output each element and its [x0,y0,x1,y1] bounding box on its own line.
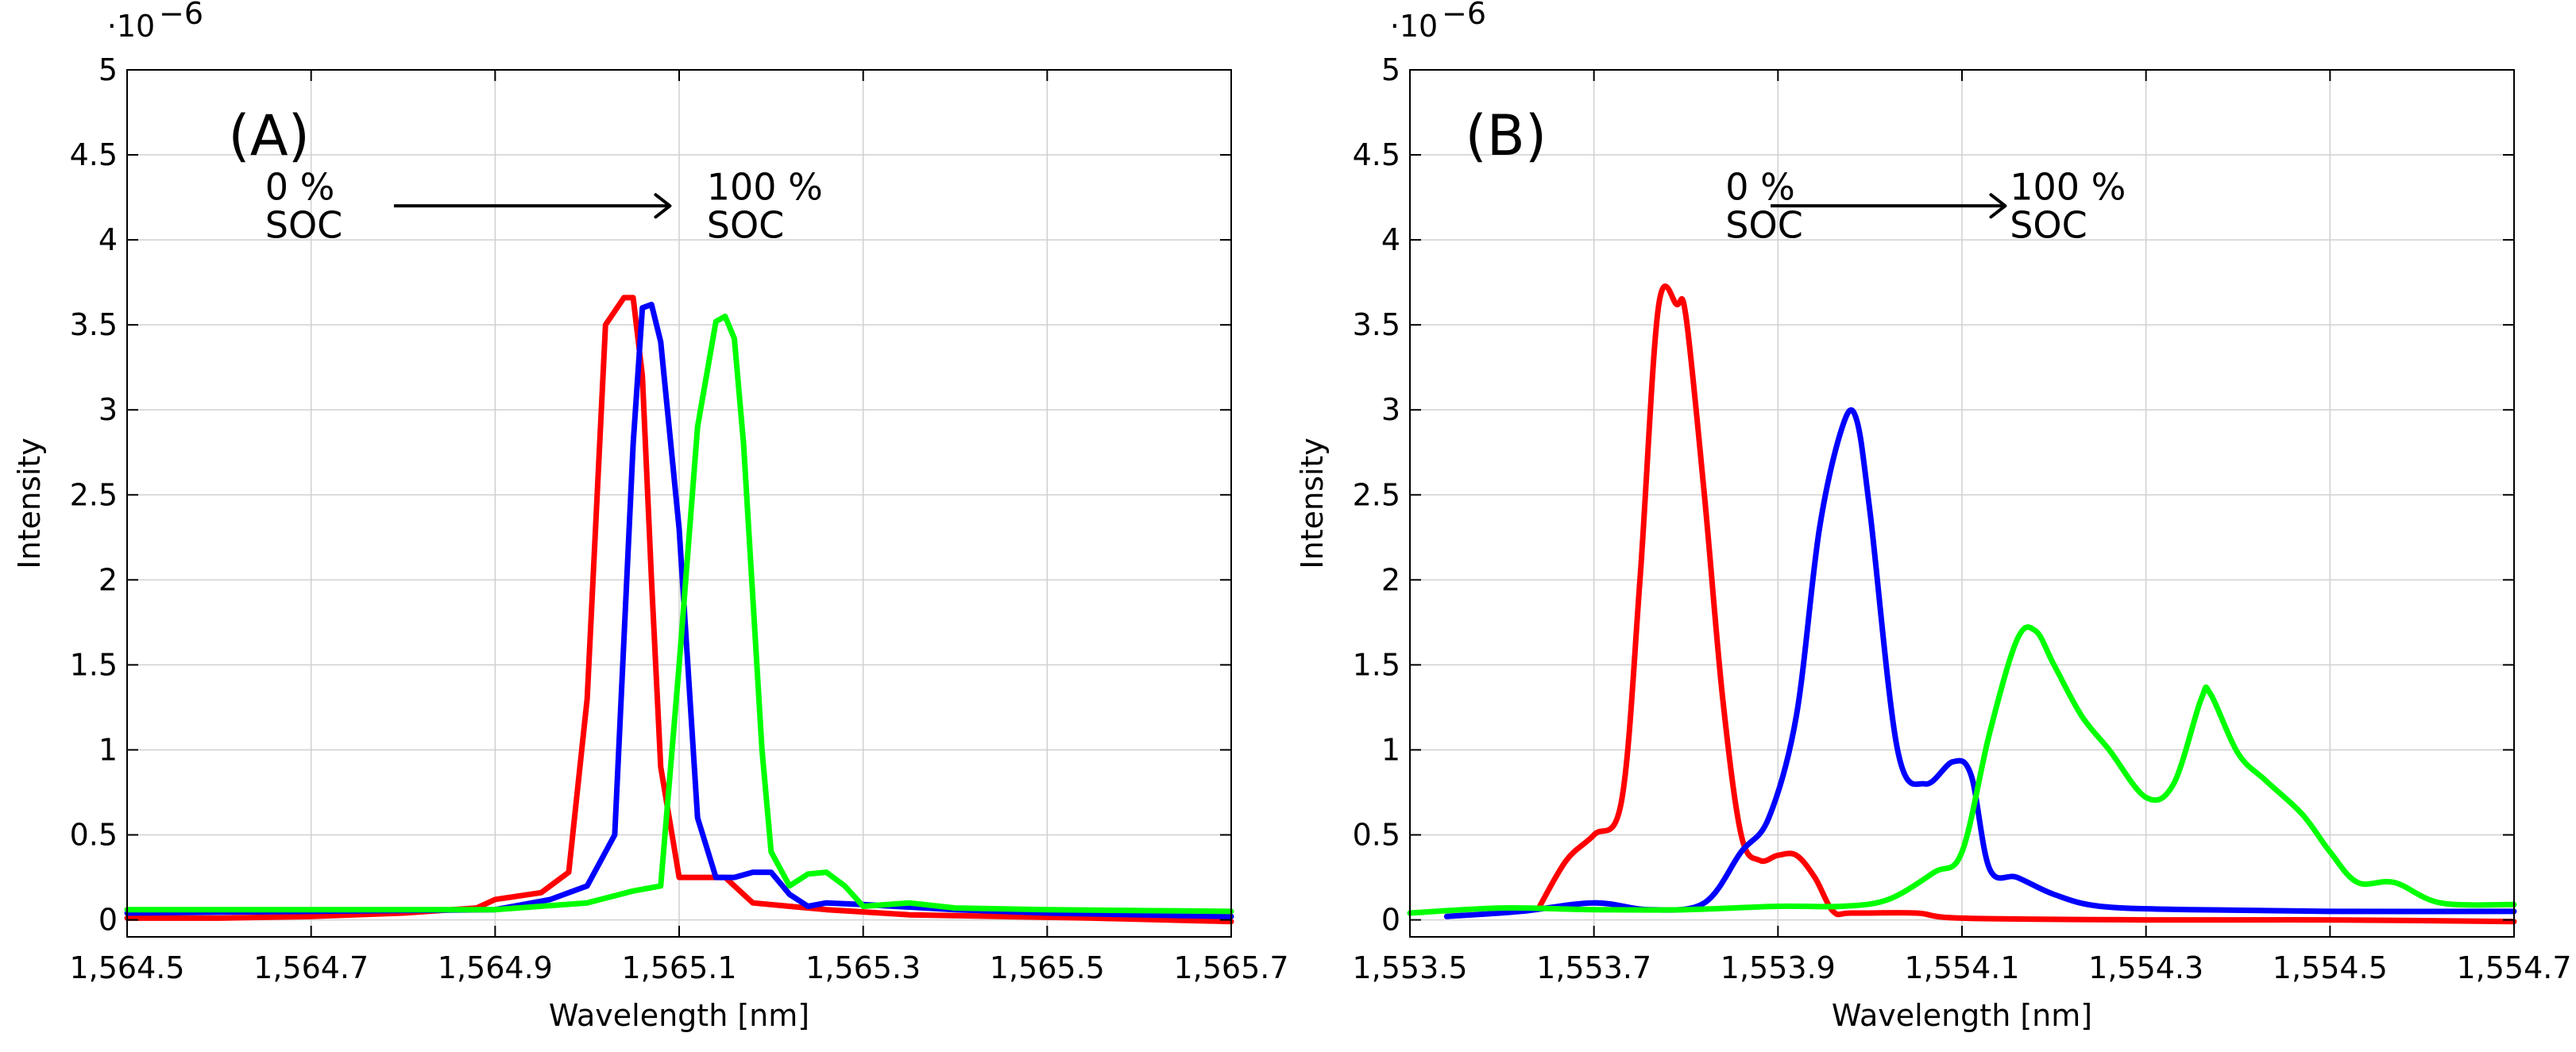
end-soc-percent: 100 % [707,165,823,208]
y-tick-label: 0.5 [70,818,118,853]
y-tick-label: 4.5 [70,137,118,172]
y-tick-label: 3.5 [70,307,118,342]
y-scale-factor: ·10 [1390,9,1438,44]
x-tick-label: 1,554.1 [1904,950,2019,985]
y-tick-label: 2 [98,562,118,597]
x-axis-title: Wavelength [nm] [1832,998,2092,1033]
x-tick-label: 1,565.7 [1173,950,1288,985]
y-tick-label: 3 [1381,392,1400,427]
end-soc-label: SOC [2010,203,2087,246]
panel-label: (A) [228,103,310,168]
panel-label: (B) [1466,103,1547,168]
y-tick-label: 1 [1381,732,1400,767]
series-line-green [1407,624,2517,916]
y-tick-label: 4 [1381,222,1400,257]
start-soc-label: SOC [1725,203,1803,246]
x-tick-label: 1,554.3 [2088,950,2203,985]
start-soc-percent: 0 % [265,165,335,208]
start-soc-label: SOC [265,203,343,246]
x-tick-label: 1,564.9 [438,950,553,985]
x-tick-label: 1,564.5 [69,950,184,985]
chart-panel-1: 0 0.5 1 1.5 2 2.5 3 3.5 4 4.5 5 1,564.5 1,564.7 1,564… [12,0,1289,1033]
series-line-red [1535,283,2517,925]
y-tick-label: 4.5 [1353,137,1400,172]
series-line-green [124,314,1234,915]
y-tick-label: 0 [1381,903,1400,938]
x-tick-label: 1,565.3 [805,950,921,985]
y-tick-label: 3.5 [1353,307,1400,342]
y-tick-label: 1.5 [70,647,118,682]
y-tick-label: 1 [98,732,118,767]
soc-arrow-head-icon [1989,193,2007,219]
x-tick-label: 1,553.7 [1536,950,1651,985]
x-axis-title: Wavelength [nm] [549,998,809,1033]
x-tick-label: 1,554.5 [2273,950,2388,985]
x-tick-label: 1,553.9 [1721,950,1836,985]
y-tick-label: 5 [1381,52,1400,87]
end-soc-label: SOC [707,203,785,246]
y-tick-label: 2 [1381,562,1400,597]
y-scale-exponent: −6 [159,0,203,31]
x-tick-label: 1,565.1 [621,950,736,985]
y-axis-title: Intensity [12,437,47,568]
y-tick-label: 5 [98,52,118,87]
start-soc-percent: 0 % [1725,165,1795,208]
x-tick-label: 1,554.7 [2456,950,2571,985]
end-soc-percent: 100 % [2010,165,2126,208]
y-tick-label: 0.5 [1353,818,1400,853]
y-tick-label: 2.5 [70,477,118,512]
x-tick-label: 1,565.5 [990,950,1105,985]
y-scale-exponent: −6 [1442,0,1486,31]
y-tick-label: 4 [98,222,118,257]
chart-panel-2: 0 0.5 1 1.5 2 2.5 3 3.5 4 4.5 5 1,553.5 1,553.7 1,553… [1295,0,2572,1033]
y-tick-label: 1.5 [1353,647,1400,682]
soc-arrow-head-icon [654,193,672,219]
y-tick-label: 2.5 [1353,477,1400,512]
y-axis-title: Intensity [1295,437,1330,568]
x-tick-label: 1,564.7 [253,950,369,985]
series-line-blue [1443,407,2517,919]
y-tick-label: 3 [98,392,118,427]
x-tick-label: 1,553.5 [1352,950,1467,985]
y-scale-factor: ·10 [107,9,155,44]
y-tick-label: 0 [98,903,118,938]
series-line-blue [124,302,1234,919]
